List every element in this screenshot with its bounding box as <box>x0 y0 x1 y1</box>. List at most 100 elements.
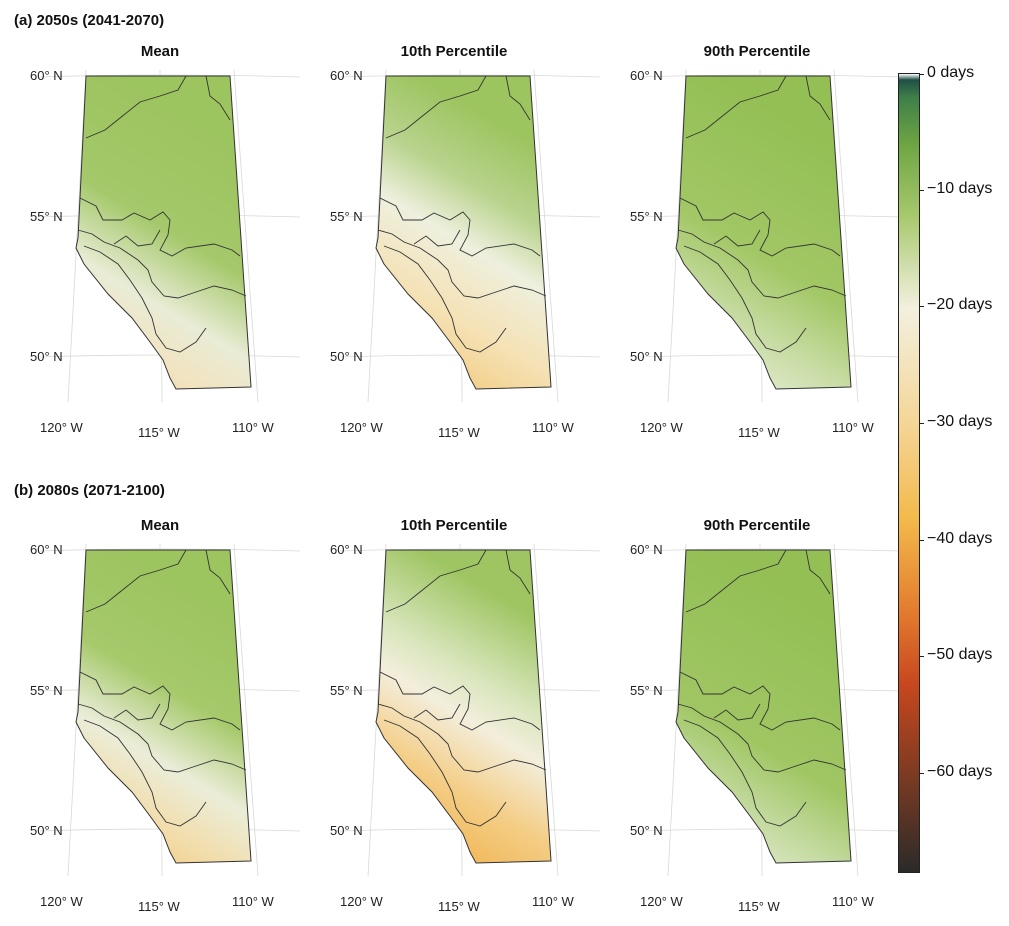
lon-label: 120° W <box>640 420 684 435</box>
boundary-line <box>77 703 247 773</box>
boundary-line <box>205 75 231 121</box>
lat-label: 60° N <box>30 68 63 83</box>
province-shape <box>375 549 552 864</box>
boundary-line <box>413 703 461 721</box>
lat-label: 55° N <box>630 209 663 224</box>
boundary-line <box>77 229 247 299</box>
meridian-110 <box>233 69 259 403</box>
colorbar-label-30: −30 days <box>927 413 993 430</box>
lat-label: 55° N <box>330 683 363 698</box>
boundary-line <box>377 229 547 299</box>
lon-label: 120° W <box>340 894 384 909</box>
lat-label: 60° N <box>330 542 363 557</box>
boundary-line <box>713 703 761 721</box>
row-a-title: (a) 2050s (2041-2070) <box>14 12 165 29</box>
province-shape <box>375 75 552 390</box>
cb-tick-50 <box>919 656 924 657</box>
meridian-110 <box>833 69 859 403</box>
province-shape <box>675 75 852 390</box>
boundary-line <box>505 549 531 595</box>
boundary-line <box>205 549 231 595</box>
lat-label: 55° N <box>30 683 63 698</box>
boundary-line <box>683 719 807 827</box>
meridian-120 <box>67 543 87 877</box>
colorbar <box>898 73 920 873</box>
map-b-p10: 60° N 55° N 50° N 120° W 115° W 110° W <box>300 534 601 914</box>
lat-label: 50° N <box>330 349 363 364</box>
lon-label: 120° W <box>40 894 84 909</box>
province-shape <box>675 549 852 864</box>
lon-label: 120° W <box>640 894 684 909</box>
meridian-120 <box>667 543 687 877</box>
meridian-110 <box>533 69 559 403</box>
parallel-60 <box>639 548 901 552</box>
panel-b1-title: Mean <box>140 517 180 534</box>
map-a-p10: 60° N 55° N 50° N 120° W 115° W 110° W <box>300 60 601 440</box>
colorbar-label-60: −60 days <box>927 763 993 780</box>
lon-label: 115° W <box>438 425 481 440</box>
parallel-60 <box>339 74 601 78</box>
lon-label: 115° W <box>738 899 781 914</box>
cb-tick-10 <box>919 190 924 191</box>
map-a-p90: 60° N 55° N 50° N 120° W 115° W 110° W <box>600 60 901 440</box>
boundary-line <box>85 75 187 139</box>
lat-label: 50° N <box>630 823 663 838</box>
panel-a3-title: 90th Percentile <box>703 43 811 60</box>
lon-label: 120° W <box>40 420 84 435</box>
boundary-line <box>83 719 207 827</box>
map-svg: 60° N 55° N 50° N 120° W 115° W 110° W <box>330 68 601 440</box>
lat-label: 60° N <box>330 68 363 83</box>
lon-label: 115° W <box>138 425 181 440</box>
cb-tick-30 <box>919 423 924 424</box>
boundary-line <box>79 671 241 731</box>
map-svg: 60° N 55° N 50° N 120° W 115° W 110° W <box>330 542 601 914</box>
boundary-line <box>379 671 541 731</box>
lat-label: 55° N <box>330 209 363 224</box>
boundary-line <box>383 719 507 827</box>
meridian-120 <box>367 543 387 877</box>
map-svg: 60° N 55° N 50° N 120° W 115° W 110° W <box>30 542 301 914</box>
lat-label: 50° N <box>30 349 63 364</box>
boundary-line <box>679 671 841 731</box>
colorbar-label-50: −50 days <box>927 646 993 663</box>
map-b-mean: 60° N 55° N 50° N 120° W 115° W 110° W <box>0 534 301 914</box>
panel-a2-title: 10th Percentile <box>400 43 508 60</box>
boundary-line <box>383 245 507 353</box>
lon-label: 115° W <box>138 899 181 914</box>
boundary-line <box>83 245 207 353</box>
lon-label: 110° W <box>232 420 275 435</box>
lat-label: 60° N <box>630 68 663 83</box>
map-a-mean: 60° N 55° N 50° N 120° W 115° W 110° W <box>0 60 301 440</box>
boundary-line <box>805 75 831 121</box>
lat-label: 60° N <box>630 542 663 557</box>
boundary-line <box>113 229 161 247</box>
cb-tick-20 <box>919 306 924 307</box>
cb-tick-60 <box>919 773 924 774</box>
lon-label: 110° W <box>832 894 875 909</box>
boundary-line <box>505 75 531 121</box>
panel-a1-title: Mean <box>140 43 180 60</box>
meridian-120 <box>667 69 687 403</box>
lon-label: 120° W <box>340 420 384 435</box>
parallel-60 <box>39 548 301 552</box>
colorbar-label-0: 0 days <box>927 64 975 81</box>
lat-label: 50° N <box>630 349 663 364</box>
boundary-line <box>679 197 841 257</box>
boundary-line <box>685 75 787 139</box>
meridian-110 <box>233 543 259 877</box>
lon-label: 110° W <box>232 894 275 909</box>
panel-b2-title: 10th Percentile <box>400 517 508 534</box>
lon-label: 115° W <box>738 425 781 440</box>
map-b-p90: 60° N 55° N 50° N 120° W 115° W 110° W <box>600 534 901 914</box>
lon-label: 110° W <box>832 420 875 435</box>
map-svg: 60° N 55° N 50° N 120° W 115° W 110° W <box>630 68 901 440</box>
boundary-line <box>677 229 847 299</box>
boundary-line <box>79 197 241 257</box>
lon-label: 115° W <box>438 899 481 914</box>
boundary-line <box>385 549 487 613</box>
boundary-line <box>385 75 487 139</box>
boundary-line <box>113 703 161 721</box>
boundary-line <box>413 229 461 247</box>
lon-label: 110° W <box>532 420 575 435</box>
province-shape <box>75 75 252 390</box>
